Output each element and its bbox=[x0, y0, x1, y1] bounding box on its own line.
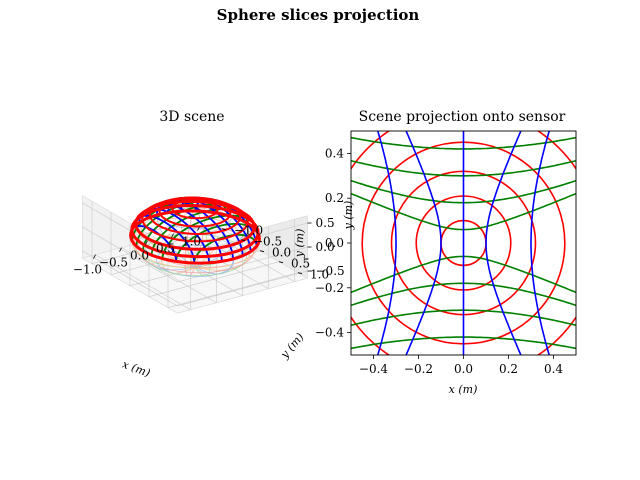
scene-3d-ytick-mark bbox=[297, 272, 303, 275]
scene-3d-title: 3D scene bbox=[159, 109, 224, 125]
scene-3d-xtick-label: −1.0 bbox=[73, 263, 102, 277]
scene-3d-red-circle bbox=[141, 197, 249, 243]
scene-3d-ytick-label: 0.5 bbox=[291, 257, 310, 271]
projection-ytick-label: −0.2 bbox=[315, 281, 344, 295]
scene-3d-xtick-label: −0.5 bbox=[99, 256, 128, 270]
scene-3d-ytick-mark bbox=[278, 261, 284, 264]
scene-3d-lattice-line bbox=[155, 244, 235, 277]
projection-curves bbox=[329, 44, 613, 441]
projection-panel: Scene projection onto sensor −0.4 −0.4 −0.… bbox=[315, 44, 613, 441]
scene-3d-ztick-label: 0.0 bbox=[316, 240, 335, 254]
scene-3d-gridline bbox=[82, 250, 178, 307]
projection-xtick-label: −0.2 bbox=[404, 362, 433, 376]
scene-3d-zlabel: y (m) bbox=[292, 228, 306, 258]
scene-3d-xtick-mark bbox=[93, 254, 96, 259]
scene-3d-red-circle bbox=[129, 209, 261, 265]
projection-green-curve bbox=[329, 395, 599, 405]
projection-xtick-label: 0.0 bbox=[454, 362, 473, 376]
projection-ytick-label: 0.4 bbox=[325, 146, 344, 160]
scene-3d-wireframe bbox=[129, 196, 261, 277]
projection-blue-curve bbox=[376, 131, 397, 355]
scene-3d-ytick-label: 1.0 bbox=[310, 268, 329, 282]
scene-3d-ztick-label: −0.5 bbox=[316, 264, 345, 278]
projection-ylabel: y (m) bbox=[342, 201, 355, 231]
projection-green-curve bbox=[329, 433, 599, 441]
scene-3d-xtick-label: 0.5 bbox=[156, 242, 175, 256]
figure-suptitle: Sphere slices projection bbox=[217, 6, 420, 24]
scene-3d-ylabel: y (m) bbox=[277, 331, 306, 362]
scene-3d-red-circle bbox=[130, 203, 260, 259]
scene-3d-xlabel: x (m) bbox=[120, 358, 151, 380]
projection-xtick-label: 0.4 bbox=[544, 362, 563, 376]
projection-title: Scene projection onto sensor bbox=[359, 109, 566, 125]
scene-3d-xtick-label: 0.0 bbox=[130, 249, 149, 263]
projection-blue-curve bbox=[405, 131, 442, 355]
scene-3d-ticks: −1.0−0.5 0.00.5 1.0−1.0−0.50.00.51.0−0.50.… bbox=[73, 216, 345, 282]
scene-3d-ytick-label: −1.0 bbox=[234, 224, 263, 238]
projection-blue-curve bbox=[530, 131, 551, 355]
projection-xtick-label: 0.2 bbox=[499, 362, 518, 376]
scene-3d-red-circle bbox=[148, 196, 242, 235]
scene-3d-gridline bbox=[82, 202, 178, 259]
scene-3d-xtick-mark bbox=[145, 240, 148, 245]
projection-ytick-label: 0.0 bbox=[325, 236, 344, 250]
projection-xtick-label: −0.4 bbox=[359, 362, 389, 376]
projection-xlabel: x (m) bbox=[449, 383, 478, 396]
scene-3d-xtick-label: 1.0 bbox=[182, 235, 201, 249]
scene-3d-xtick-mark bbox=[197, 226, 200, 231]
scene-3d-xtick-mark bbox=[119, 247, 122, 252]
scene-3d-ytick-mark bbox=[240, 239, 246, 242]
scene-3d-xtick-mark bbox=[171, 233, 174, 238]
scene-3d-panel: 3D scene −1.0−0.5 0.00.5 1.0−1.0−0.50.00.5… bbox=[73, 109, 345, 380]
projection-ticks: −0.4−0.4−0.2−0.20.00.00.20.20.40.4 bbox=[315, 146, 564, 376]
scene-3d-ytick-label: 0.0 bbox=[272, 246, 291, 260]
scene-3d-ytick-mark bbox=[221, 228, 227, 231]
scene-3d-ytick-mark bbox=[259, 250, 265, 253]
projection-ytick-label: 0.2 bbox=[325, 191, 344, 205]
scene-3d-ytick-label: −0.5 bbox=[253, 235, 282, 249]
scene-3d-gridline bbox=[167, 272, 299, 308]
projection-green-curve bbox=[329, 44, 599, 52]
scene-3d-ztick-label: 0.5 bbox=[316, 216, 335, 230]
scene-3d-red-circle bbox=[134, 199, 256, 251]
projection-ytick-label: −0.4 bbox=[315, 326, 345, 340]
projection-green-curve bbox=[329, 80, 599, 90]
projection-blue-curve bbox=[599, 109, 613, 378]
scene-3d-gridline bbox=[148, 261, 280, 297]
scene-3d-gridline bbox=[82, 226, 178, 283]
projection-blue-curve bbox=[485, 131, 522, 355]
scene-3d-gridline bbox=[177, 270, 308, 307]
scene-3d-lattice-line bbox=[135, 224, 255, 274]
